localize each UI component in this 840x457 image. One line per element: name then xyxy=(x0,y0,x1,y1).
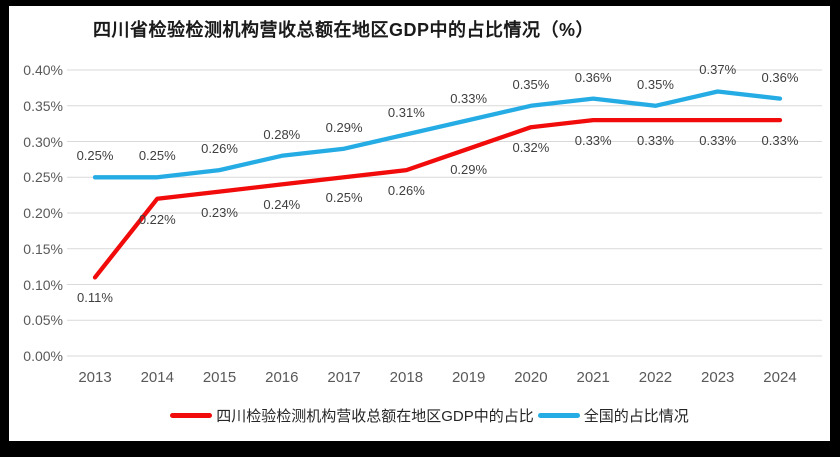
data-label-sichuan: 0.22% xyxy=(138,211,176,227)
data-label-national: 0.36% xyxy=(761,69,799,85)
y-axis-label: 0.25% xyxy=(23,169,63,186)
data-label-national: 0.36% xyxy=(574,69,612,85)
x-axis-label: 2024 xyxy=(763,369,797,386)
legend-label: 全国的占比情况 xyxy=(583,408,689,425)
data-label-national: 0.37% xyxy=(699,62,737,78)
legend-line-icon xyxy=(537,413,580,418)
x-axis-label: 2018 xyxy=(389,369,424,386)
data-label-sichuan: 0.29% xyxy=(450,161,488,177)
chart-title: 四川省检验检测机构营收总额在地区GDP中的占比情况（%） xyxy=(93,20,595,40)
y-axis-label: 0.05% xyxy=(23,312,63,329)
data-label-sichuan: 0.33% xyxy=(699,133,737,149)
y-axis-label: 0.40% xyxy=(23,62,63,78)
x-axis-label: 2015 xyxy=(202,369,237,386)
data-label-sichuan: 0.33% xyxy=(761,133,799,149)
data-label-sichuan: 0.24% xyxy=(263,197,301,213)
series-line-national xyxy=(92,89,783,180)
legend-line-icon xyxy=(170,413,213,418)
data-label-sichuan: 0.11% xyxy=(77,290,113,306)
legend-item-sichuan: 四川检验检测机构营收总额在地区GDP中的占比 xyxy=(170,405,534,426)
legend-label: 四川检验检测机构营收总额在地区GDP中的占比 xyxy=(216,408,534,425)
y-axis-label: 0.35% xyxy=(23,97,63,114)
data-label-sichuan: 0.23% xyxy=(201,204,238,220)
data-label-national: 0.35% xyxy=(512,76,550,92)
data-label-national: 0.31% xyxy=(387,105,425,121)
data-label-sichuan: 0.32% xyxy=(512,140,550,156)
data-label-sichuan: 0.33% xyxy=(574,133,612,149)
data-label-national: 0.25% xyxy=(138,148,176,164)
series-line-sichuan xyxy=(92,117,783,280)
x-axis-label: 2023 xyxy=(701,369,735,386)
y-axis-label: 0.10% xyxy=(23,276,63,293)
data-label-sichuan: 0.33% xyxy=(637,133,674,149)
data-label-sichuan: 0.25% xyxy=(325,190,363,206)
x-axis-label: 2019 xyxy=(451,369,486,386)
chart-panel: 四川省检验检测机构营收总额在地区GDP中的占比情况（%） 0.00% 0.05% 0… xyxy=(9,6,830,441)
x-axis-label: 2013 xyxy=(78,369,112,386)
data-label-national: 0.25% xyxy=(76,148,114,164)
x-axis-label: 2020 xyxy=(514,369,548,386)
data-label-national: 0.33% xyxy=(450,91,488,107)
plot-area xyxy=(67,69,822,357)
x-axis-label: 2014 xyxy=(140,369,174,386)
data-label-national: 0.29% xyxy=(325,119,363,135)
y-axis-label: 0.30% xyxy=(23,133,63,150)
data-label-sichuan: 0.26% xyxy=(387,183,425,199)
x-axis-label: 2016 xyxy=(265,369,299,386)
y-axis-label: 0.00% xyxy=(23,348,63,364)
y-axis-label: 0.20% xyxy=(23,205,63,221)
y-axis-label: 0.15% xyxy=(23,240,63,257)
x-axis-label: 2022 xyxy=(638,369,673,386)
data-label-national: 0.26% xyxy=(201,141,238,157)
legend-item-national: 全国的占比情况 xyxy=(537,405,689,426)
x-axis-label: 2017 xyxy=(327,369,361,386)
data-label-national: 0.28% xyxy=(263,126,301,142)
legend: 四川检验检测机构营收总额在地区GDP中的占比 全国的占比情况 xyxy=(9,405,830,426)
x-axis-label: 2021 xyxy=(576,369,610,386)
data-label-national: 0.35% xyxy=(637,76,674,92)
